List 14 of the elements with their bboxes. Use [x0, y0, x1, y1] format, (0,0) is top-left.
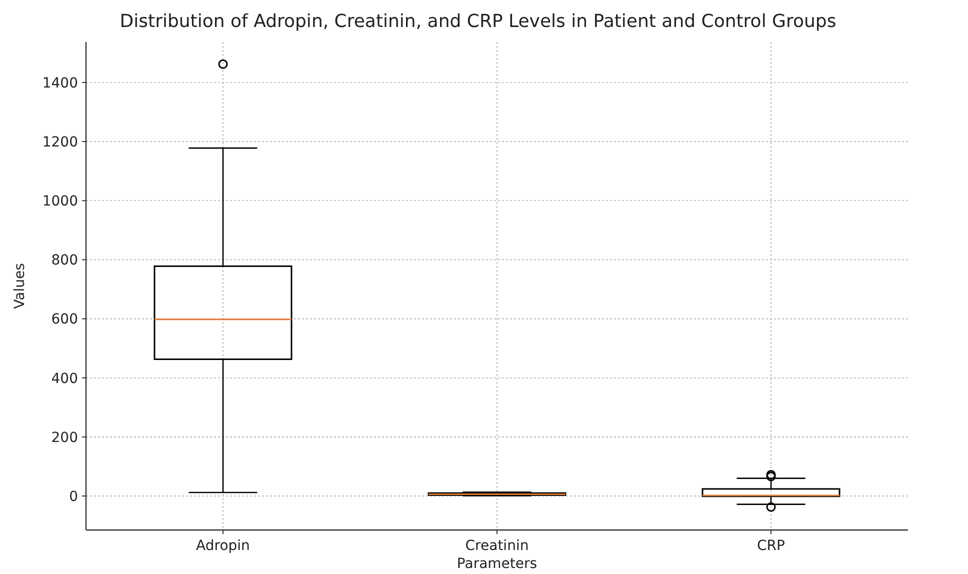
y-tick-label: 1000	[42, 194, 78, 210]
y-axis-title: Values	[12, 263, 28, 309]
x-axis-title: Parameters	[456, 556, 538, 572]
y-tick-label: 1400	[42, 75, 78, 92]
y-tick-label: 800	[51, 252, 78, 269]
x-tick-label: CRP	[757, 538, 785, 554]
x-tick-label: Adropin	[196, 538, 250, 554]
y-tick-label: 200	[51, 430, 78, 446]
y-tick-label: 1200	[42, 134, 78, 150]
chart-title: Distribution of Adropin, Creatinin, and CRP Levels in Patient and Control Groups	[120, 11, 836, 32]
y-tick-label: 400	[51, 370, 78, 387]
x-tick-label: Creatinin	[465, 538, 529, 554]
y-tick-label: 600	[51, 312, 78, 328]
y-tick-label: 0	[69, 488, 78, 505]
